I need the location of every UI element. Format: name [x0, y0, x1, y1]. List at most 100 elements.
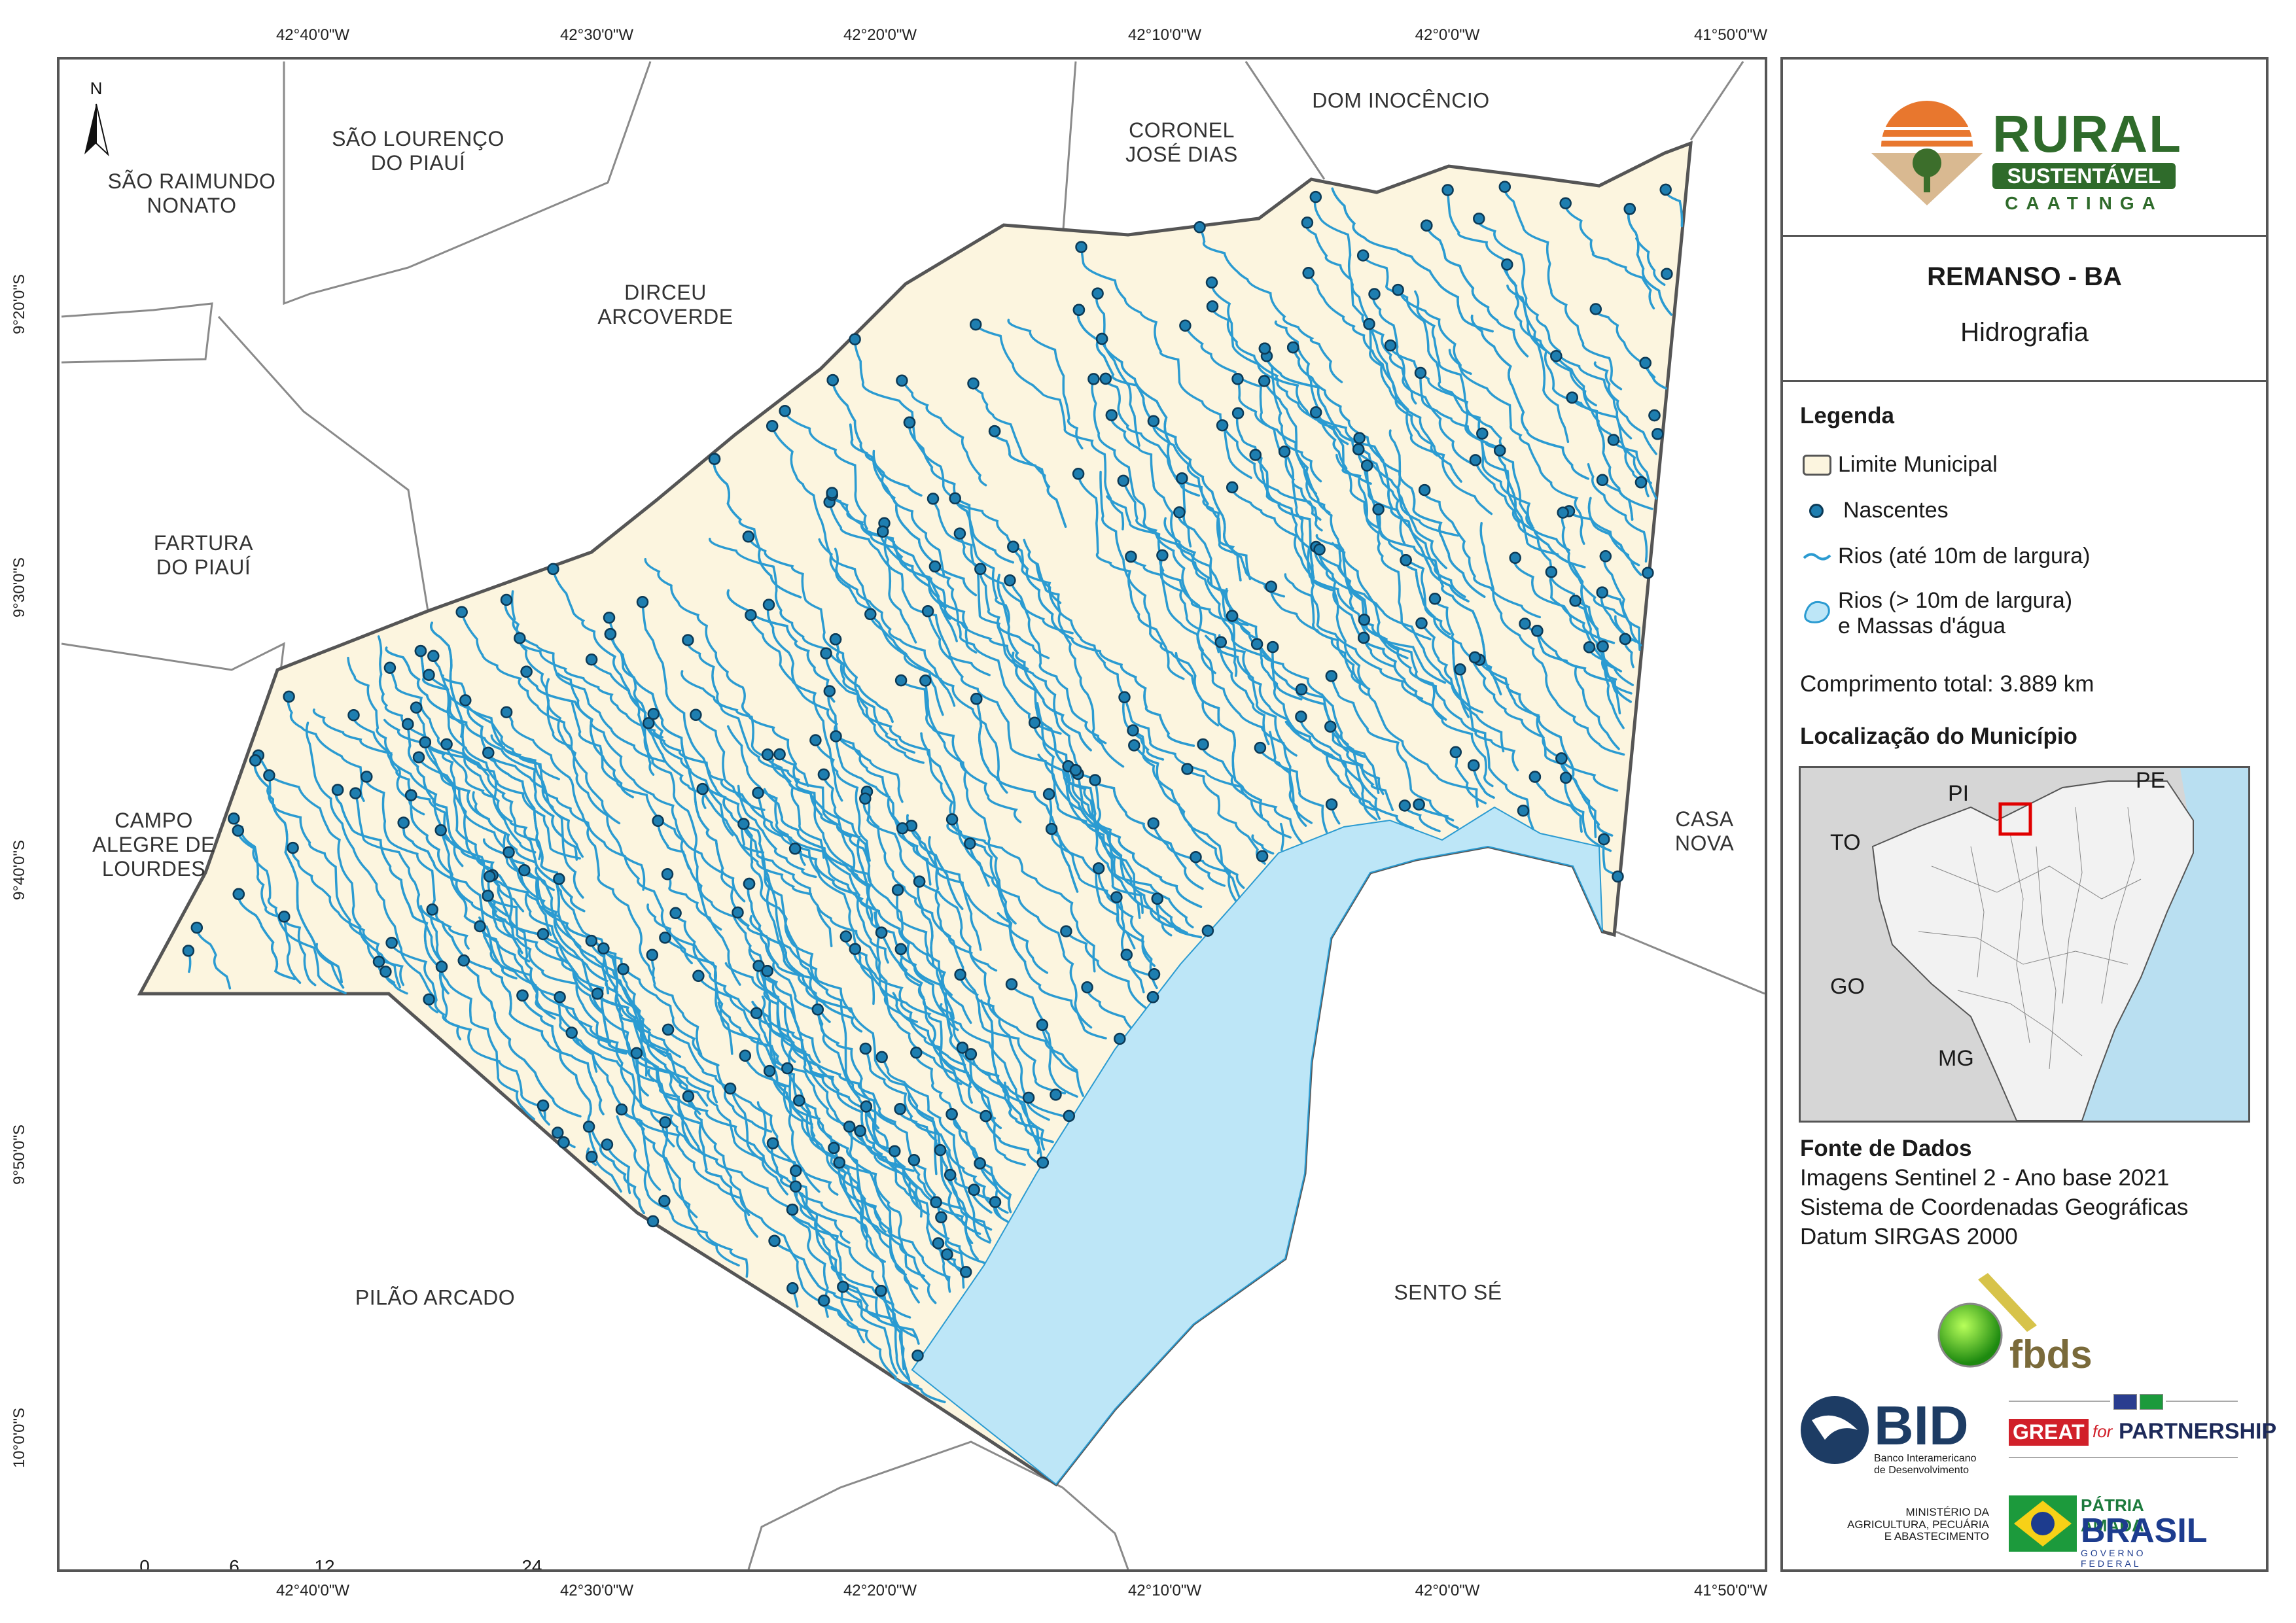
river-segment [831, 379, 923, 497]
river-segment [1284, 573, 1369, 696]
river-segment [490, 734, 584, 899]
spring-point [953, 527, 966, 540]
river-segment [1472, 764, 1495, 799]
river-segment [680, 670, 825, 859]
river-segment [972, 382, 1050, 489]
spring-point [1069, 763, 1082, 777]
river-segment [1458, 668, 1534, 831]
spring-point [1092, 862, 1105, 875]
river-segment [946, 824, 1096, 973]
fbds-wordmark: fbds [2009, 1333, 2093, 1376]
spring-point [474, 920, 486, 933]
river-segment [984, 1115, 1042, 1166]
river-segment [1627, 207, 1673, 316]
map-frame[interactable]: N SÃO RAIMUNDO NONATO SÃO LOURENÇO DO PI… [57, 57, 1767, 1572]
spring-point [1118, 691, 1131, 704]
tick-left-0: 9°20'0"S [10, 273, 28, 335]
spring-point [1528, 771, 1542, 783]
river-segment [724, 962, 834, 1081]
spring-point [793, 1094, 805, 1107]
spring-point [1266, 640, 1279, 654]
river-segment [570, 1031, 698, 1219]
spring-point [859, 1042, 872, 1055]
river-segment [1479, 521, 1625, 756]
location-inset-map[interactable]: PI PE TO GO MG [1799, 766, 2250, 1123]
spring-point [903, 416, 916, 429]
river-segment [771, 425, 873, 611]
spring-point [849, 943, 862, 955]
spring-point [1325, 798, 1338, 811]
river-segment [1503, 185, 1623, 391]
river-segment [650, 954, 720, 1067]
brasil-flag-icon [2009, 1495, 2077, 1552]
river-segment [486, 894, 709, 1107]
spring-point [1148, 968, 1161, 981]
river-segment [900, 379, 987, 487]
river-segment [881, 530, 951, 620]
river-segment [196, 926, 232, 990]
spring-point [1313, 543, 1326, 556]
spring-point [1190, 850, 1202, 864]
spring-point [1353, 432, 1366, 444]
spring-point [809, 734, 822, 746]
tick-left-3: 9°50'0"S [10, 1124, 28, 1185]
river-segment [419, 650, 586, 913]
spring-point [585, 934, 598, 947]
spring-point [894, 674, 908, 687]
spring-point [1372, 503, 1385, 515]
legend-heading: Legenda [1800, 403, 1894, 428]
river-segment [993, 430, 1067, 528]
spring-point [970, 693, 983, 705]
river-segment [621, 968, 788, 1196]
spring-point [553, 873, 565, 885]
map-canvas[interactable]: N [60, 60, 1765, 1569]
spring-point [1128, 739, 1140, 752]
spring-point [1596, 474, 1609, 487]
river-segment [844, 935, 963, 1085]
municipal-boundary-symbol [1803, 454, 1831, 476]
river-segment [518, 637, 571, 747]
label-dirceu-arcoverde: DIRCEU ARCOVERDE [597, 281, 733, 328]
spring-point [1117, 474, 1130, 487]
river-segment [1315, 534, 1447, 684]
river-segment [848, 1125, 937, 1304]
river-segment [713, 457, 802, 599]
river-segment [939, 1149, 979, 1261]
river-segment [1420, 621, 1484, 714]
spring-point [554, 990, 566, 1003]
river-segment [1318, 548, 1505, 753]
river-segment [703, 784, 767, 881]
river-segment [763, 788, 872, 887]
river-segment [1534, 775, 1583, 833]
spring-dot-icon [1809, 503, 1824, 518]
spring-point [1441, 184, 1454, 196]
spring-point [287, 841, 299, 854]
river-segment [666, 873, 741, 986]
water-body-icon [1804, 601, 1830, 623]
state-label-pi: PI [1948, 781, 1969, 806]
spring-point [1110, 891, 1123, 903]
river-segment [1587, 462, 1648, 563]
spring-point [786, 1282, 799, 1295]
river-segment [1389, 344, 1506, 450]
river-segment [1174, 652, 1263, 818]
total-length-text: Comprimento total: 3.889 km [1800, 671, 2094, 697]
spring-point [1309, 406, 1322, 419]
river-segment [1570, 396, 1634, 521]
river-segment [751, 1000, 915, 1172]
spring-point [500, 706, 513, 718]
spring-point [232, 888, 245, 901]
river-segment [908, 1093, 974, 1244]
spring-point [518, 864, 531, 877]
spring-point [724, 1082, 737, 1095]
river-segment [667, 1028, 764, 1162]
river-segment [709, 538, 925, 764]
river-segment [1099, 470, 1220, 727]
river-segment [1564, 201, 1655, 310]
spring-point [1265, 580, 1277, 593]
spring-point [732, 906, 744, 919]
side-panel: RURAL SUSTENTÁVEL CAATINGA REMANSO - BA … [1780, 57, 2276, 1572]
river-segment [756, 1101, 839, 1196]
spring-point [552, 1126, 564, 1139]
spring-point [1468, 651, 1481, 664]
